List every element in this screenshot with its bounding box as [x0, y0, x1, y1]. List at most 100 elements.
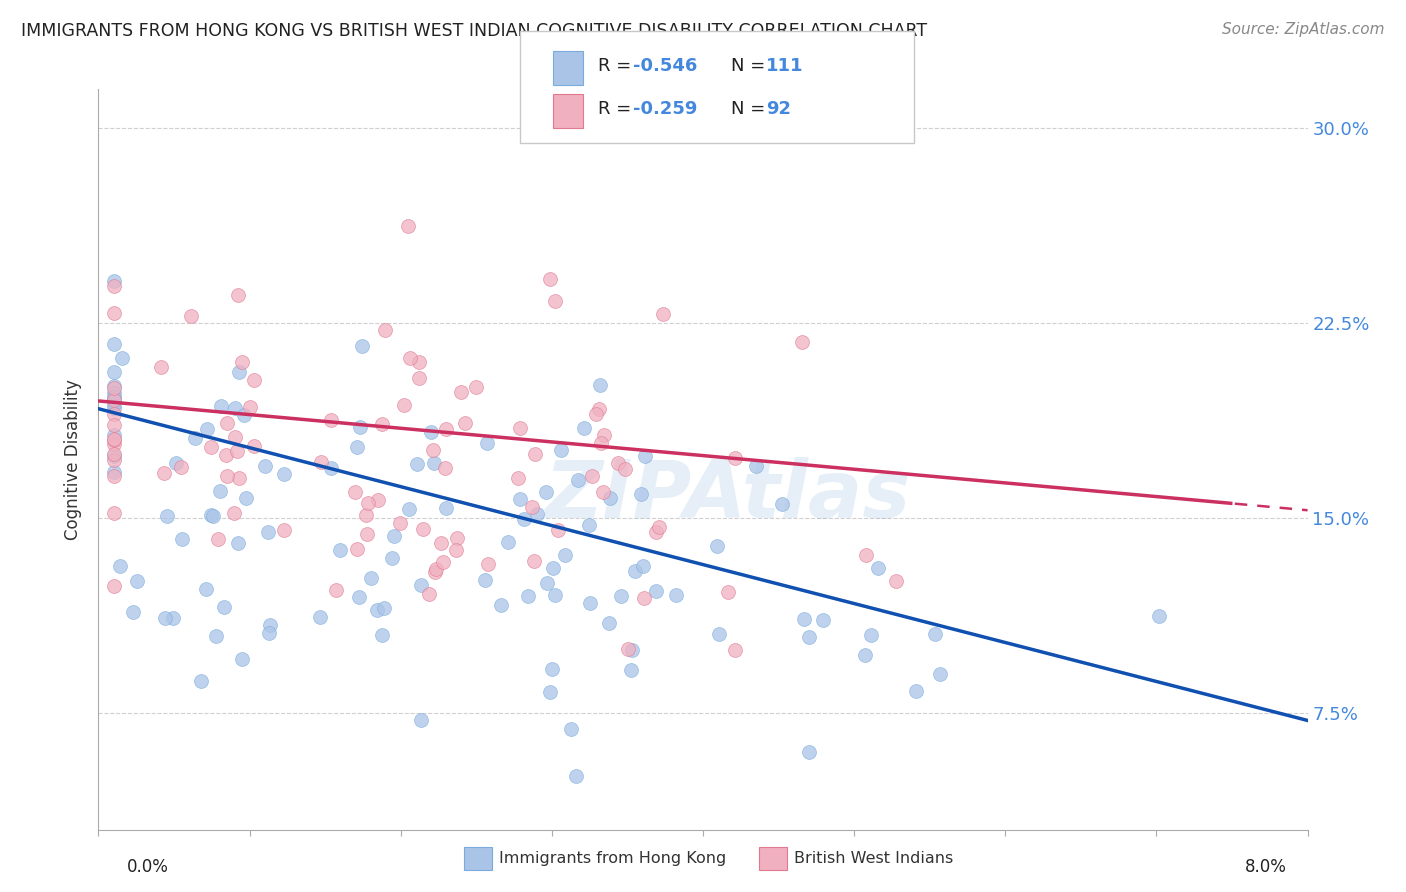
Point	[630, 487, 652, 501]
Point	[273, 523, 295, 537]
Point	[517, 590, 540, 604]
Text: IMMIGRANTS FROM HONG KONG VS BRITISH WEST INDIAN COGNITIVE DISABILITY CORRELATIO: IMMIGRANTS FROM HONG KONG VS BRITISH WES…	[21, 22, 927, 40]
Point	[165, 456, 187, 470]
Point	[572, 421, 595, 435]
Point	[634, 449, 657, 463]
Point	[648, 519, 671, 533]
Point	[346, 440, 368, 454]
Point	[243, 373, 266, 387]
Point	[465, 380, 488, 394]
Point	[153, 611, 176, 625]
Point	[617, 642, 640, 657]
Point	[350, 339, 373, 353]
Point	[520, 500, 543, 514]
Point	[103, 390, 125, 404]
Point	[343, 484, 366, 499]
Point	[231, 355, 253, 369]
Point	[434, 500, 457, 515]
Point	[411, 578, 433, 592]
Text: R =: R =	[598, 57, 637, 75]
Point	[103, 428, 125, 442]
Point	[508, 471, 530, 485]
Point	[195, 422, 218, 436]
Point	[560, 722, 582, 736]
Point	[792, 335, 814, 350]
Point	[509, 421, 531, 435]
Text: N =: N =	[731, 100, 770, 118]
Point	[593, 428, 616, 442]
Point	[509, 491, 531, 506]
Point	[599, 491, 621, 505]
Point	[434, 461, 457, 475]
Point	[235, 491, 257, 505]
Point	[425, 562, 447, 576]
Point	[381, 551, 404, 566]
Text: 8.0%: 8.0%	[1244, 858, 1286, 876]
Point	[103, 579, 125, 593]
Point	[103, 392, 125, 407]
Point	[538, 272, 561, 286]
Point	[491, 598, 513, 612]
Point	[540, 662, 562, 676]
Point	[259, 618, 281, 632]
Text: R =: R =	[598, 100, 637, 118]
Point	[195, 582, 218, 596]
Point	[103, 433, 125, 447]
Point	[257, 625, 280, 640]
Point	[905, 683, 928, 698]
Point	[103, 468, 125, 483]
Point	[103, 506, 125, 520]
Point	[450, 384, 472, 399]
Point	[103, 436, 125, 450]
Point	[706, 539, 728, 553]
Point	[554, 549, 576, 563]
Point	[103, 407, 125, 421]
Point	[547, 523, 569, 537]
Point	[550, 442, 572, 457]
Point	[211, 400, 233, 414]
Point	[356, 496, 378, 510]
Point	[153, 466, 176, 480]
Point	[366, 603, 388, 617]
Text: British West Indians: British West Indians	[794, 852, 953, 866]
Point	[349, 590, 371, 604]
Point	[110, 351, 132, 365]
Point	[716, 585, 738, 599]
Point	[308, 609, 330, 624]
Point	[103, 418, 125, 433]
Point	[924, 627, 946, 641]
Point	[103, 397, 125, 411]
Point	[665, 588, 688, 602]
Point	[446, 543, 468, 558]
Point	[394, 398, 416, 412]
Point	[231, 652, 253, 666]
Point	[349, 419, 371, 434]
Point	[409, 713, 432, 727]
Point	[543, 588, 565, 602]
Point	[1147, 609, 1170, 624]
Point	[190, 674, 212, 689]
Point	[170, 460, 193, 475]
Point	[373, 601, 395, 615]
Point	[526, 507, 548, 521]
Point	[453, 417, 475, 431]
Point	[127, 574, 149, 589]
Point	[589, 377, 612, 392]
Point	[745, 458, 768, 473]
Point	[853, 648, 876, 662]
Point	[103, 401, 125, 415]
Point	[578, 517, 600, 532]
Point	[225, 444, 247, 458]
Point	[408, 355, 430, 369]
Point	[474, 573, 496, 587]
Point	[254, 459, 277, 474]
Point	[226, 288, 249, 302]
Point	[371, 628, 394, 642]
Point	[388, 516, 411, 530]
Point	[477, 558, 499, 572]
Point	[162, 611, 184, 625]
Point	[319, 413, 342, 427]
Point	[121, 605, 143, 619]
Point	[544, 293, 567, 308]
Point	[797, 630, 820, 644]
